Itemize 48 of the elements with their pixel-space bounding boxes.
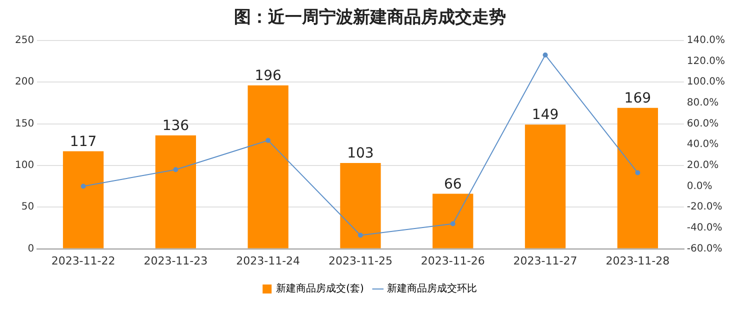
y2-tick-label: 0.0%: [686, 180, 712, 192]
legend-label: 新建商品房成交环比: [386, 282, 477, 295]
y-tick-label: 250: [14, 34, 34, 46]
data-label: 136: [162, 118, 190, 134]
y2-tick-label: 100.0%: [686, 76, 726, 88]
point: [358, 232, 363, 238]
y-tick-label: 150: [14, 118, 34, 130]
bar: [617, 108, 658, 248]
point: [542, 52, 548, 58]
bar: [62, 151, 104, 248]
x-tick-label: 2023-11-23: [144, 254, 208, 268]
data-label: 196: [254, 68, 282, 84]
y2-tick-label: 80.0%: [686, 98, 719, 109]
y2-tick-label: 20.0%: [686, 160, 719, 172]
x-tick-label: 2023-11-25: [328, 254, 392, 268]
y2-tick-label: -40.0%: [686, 222, 722, 234]
x-tick-label: 2023-11-22: [51, 254, 116, 268]
x-tick-label: 2023-11-28: [606, 254, 670, 268]
bar: [248, 85, 288, 248]
point: [80, 184, 86, 189]
y2-tick-label: -60.0%: [686, 243, 722, 254]
y-tick-label: 200: [14, 76, 34, 88]
y2-tick-label: 60.0%: [686, 118, 719, 130]
y2-tick-label: 120.0%: [686, 56, 726, 67]
x-tick-label: 2023-11-27: [513, 254, 578, 268]
x-tick-label: 2023-11-26: [420, 254, 485, 268]
y-tick-label: 50: [21, 202, 34, 213]
y2-tick-label: -20.0%: [686, 202, 722, 213]
point: [635, 170, 640, 176]
bar: [524, 124, 566, 248]
legend-label: 新建商品房成交(套): [276, 282, 364, 295]
bar: [155, 135, 196, 248]
data-label: 117: [70, 134, 97, 150]
bar: [340, 162, 381, 248]
data-label: 169: [624, 90, 652, 107]
point: [450, 221, 456, 226]
point: [173, 167, 178, 172]
point: [266, 138, 271, 143]
y2-tick-label: 40.0%: [686, 139, 719, 150]
y2-tick-label: 140.0%: [686, 34, 726, 46]
data-label: 103: [347, 146, 374, 162]
x-tick-label: 2023-11-24: [236, 254, 300, 268]
y-tick-label: 100: [14, 160, 34, 172]
chart-title: 图：近一周宁波新建商品房成交走势: [234, 8, 506, 28]
bar: [432, 194, 474, 248]
data-label: 149: [532, 107, 559, 124]
y-tick-label: 0: [28, 243, 34, 254]
data-label: 66: [444, 176, 462, 192]
